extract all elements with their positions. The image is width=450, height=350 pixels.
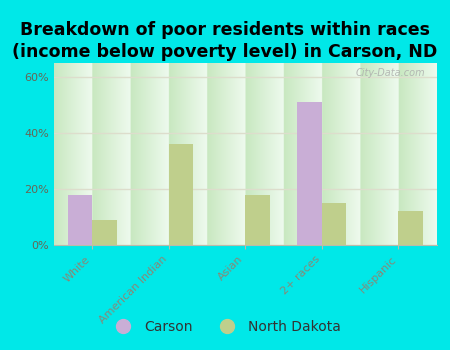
Bar [68, 195, 92, 245]
Bar [398, 211, 423, 245]
Bar [245, 195, 270, 245]
Text: City-Data.com: City-Data.com [356, 69, 425, 78]
Bar [297, 102, 322, 245]
Legend: Carson, North Dakota: Carson, North Dakota [104, 314, 346, 340]
Bar [322, 203, 346, 245]
Text: Breakdown of poor residents within races
(income below poverty level) in Carson,: Breakdown of poor residents within races… [13, 21, 437, 61]
Bar [92, 220, 117, 245]
Bar [169, 144, 193, 245]
